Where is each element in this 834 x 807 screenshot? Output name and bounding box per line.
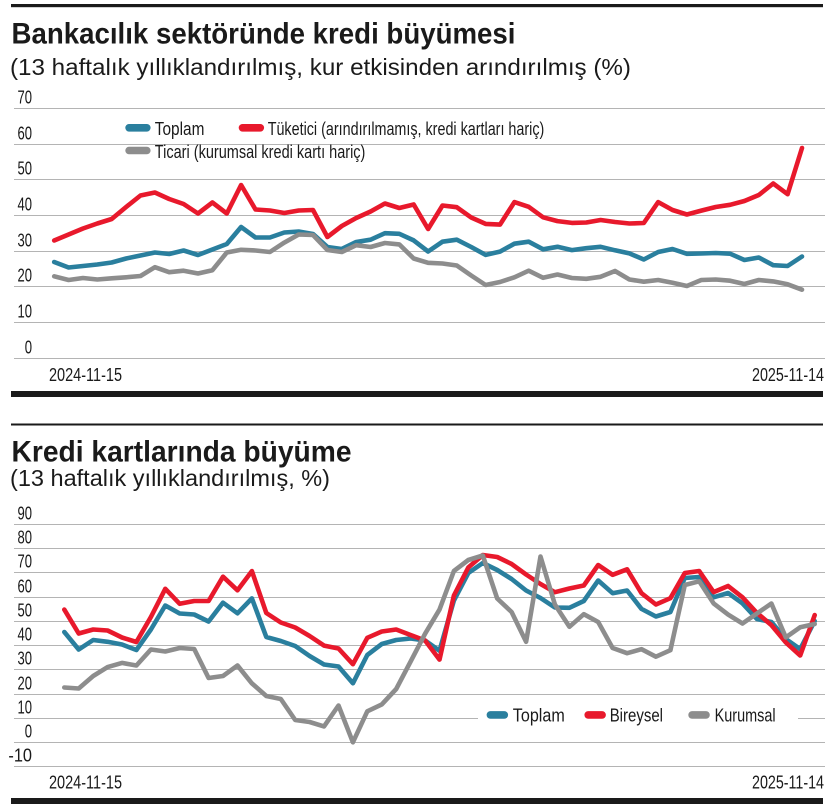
svg-text:Bireysel: Bireysel — [610, 706, 663, 726]
svg-text:Toplam: Toplam — [513, 706, 565, 726]
svg-text:40: 40 — [18, 625, 33, 645]
svg-text:50: 50 — [18, 601, 33, 621]
svg-text:Toplam: Toplam — [155, 119, 205, 139]
svg-text:0: 0 — [25, 338, 32, 358]
svg-text:40: 40 — [18, 195, 33, 215]
svg-text:2025-11-14: 2025-11-14 — [752, 772, 824, 793]
svg-text:Tüketici (arındırılmamış, kred: Tüketici (arındırılmamış, kredi kartları… — [268, 119, 545, 139]
svg-text:60: 60 — [18, 124, 33, 144]
svg-text:30: 30 — [18, 231, 33, 251]
svg-text:0: 0 — [25, 722, 32, 742]
svg-text:(13 haftalık yıllıklandırılmış: (13 haftalık yıllıklandırılmış, %) — [10, 465, 330, 491]
svg-text:20: 20 — [18, 674, 33, 694]
svg-text:70: 70 — [18, 552, 33, 572]
svg-text:90: 90 — [18, 504, 33, 524]
svg-text:30: 30 — [18, 649, 33, 669]
svg-text:70: 70 — [18, 88, 33, 108]
svg-text:Bankacılık sektöründe kredi bü: Bankacılık sektöründe kredi büyümesi — [12, 18, 516, 51]
svg-text:10: 10 — [18, 302, 33, 322]
svg-text:60: 60 — [18, 577, 33, 597]
svg-text:Kurumsal: Kurumsal — [715, 706, 776, 726]
svg-text:20: 20 — [18, 266, 33, 286]
svg-text:(13 haftalık yıllıklandırılmış: (13 haftalık yıllıklandırılmış, kur etki… — [10, 54, 631, 80]
svg-text:50: 50 — [18, 159, 33, 179]
svg-text:-10: -10 — [8, 746, 32, 766]
svg-text:80: 80 — [18, 528, 33, 548]
svg-text:Ticari (kurumsal kredi kartı h: Ticari (kurumsal kredi kartı hariç) — [155, 142, 366, 162]
svg-text:Kredi kartlarında büyüme: Kredi kartlarında büyüme — [12, 436, 352, 469]
svg-text:2024-11-15: 2024-11-15 — [49, 364, 122, 385]
svg-text:2025-11-14: 2025-11-14 — [752, 364, 824, 385]
svg-text:10: 10 — [18, 698, 33, 718]
svg-text:2024-11-15: 2024-11-15 — [49, 772, 122, 793]
